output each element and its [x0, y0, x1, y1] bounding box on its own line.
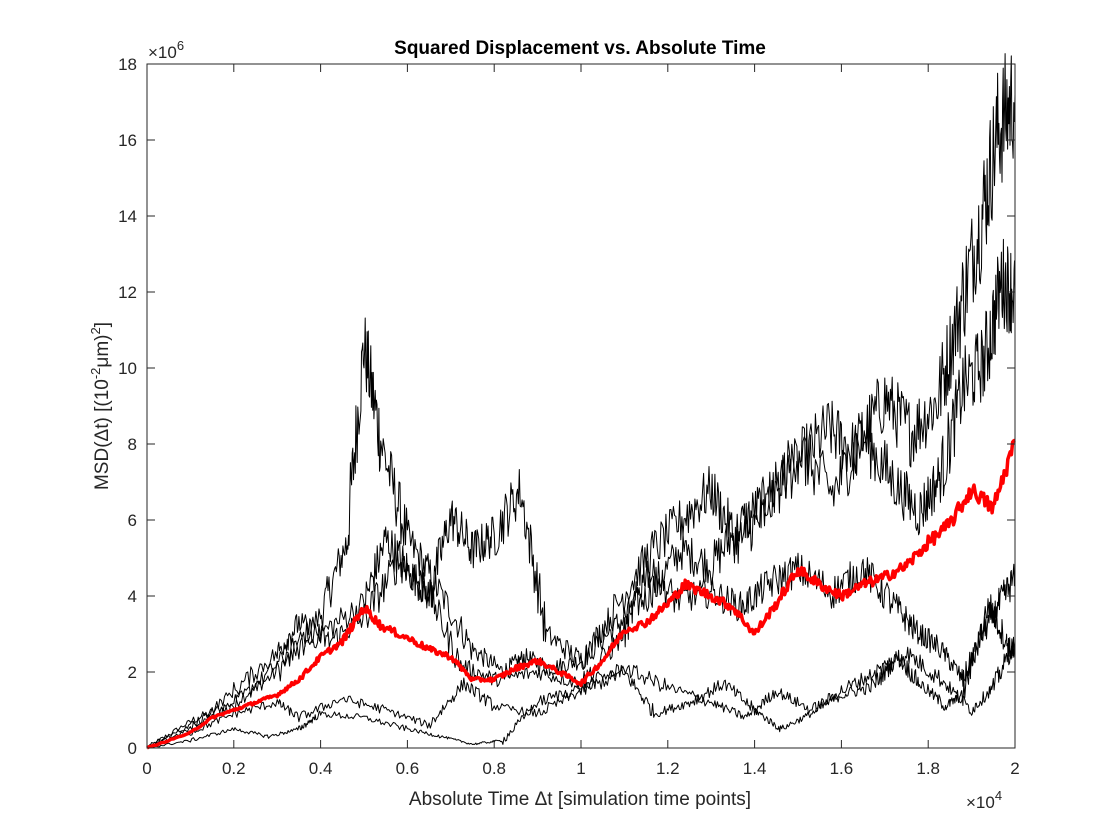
x-tick-label: 0	[142, 759, 151, 778]
trajectory-line-3	[146, 549, 1016, 749]
y-tick-label: 6	[128, 511, 137, 530]
trajectory-line-4	[146, 594, 1016, 749]
x-tick-label: 2	[1010, 759, 1019, 778]
x-tick-label: 0.6	[396, 759, 420, 778]
y-exponent-label: ×106	[148, 38, 184, 62]
x-tick-label: 1.6	[830, 759, 854, 778]
trajectory-line-1	[146, 53, 1016, 749]
x-tick-label: 1	[576, 759, 585, 778]
mean-series-line	[146, 438, 1016, 750]
y-tick-label: 10	[118, 359, 137, 378]
y-axis-label: MSD(Δt) [(10-2μm)2]	[88, 322, 113, 490]
x-tick-label: 1.4	[743, 759, 767, 778]
y-axis-label-mid: μm)	[92, 334, 113, 367]
y-tick-label: 2	[128, 663, 137, 682]
y-tick-label: 18	[118, 55, 137, 74]
y-axis-label-suffix: ]	[92, 322, 113, 327]
x-tick-label: 1.8	[916, 759, 940, 778]
trajectory-line-5	[146, 636, 1016, 749]
y-tick-label: 12	[118, 283, 137, 302]
plot-area	[146, 53, 1016, 750]
x-tick-label: 0.8	[482, 759, 506, 778]
y-axis-label-exp1: -2	[88, 368, 103, 380]
x-exponent-label: ×104	[966, 788, 1002, 812]
y-axis-label-exp2: 2	[88, 327, 103, 334]
chart-title: Squared Displacement vs. Absolute Time	[394, 38, 766, 59]
y-axis-label-prefix: MSD(Δt) [(10	[92, 379, 113, 490]
y-exponent-base: ×10	[148, 43, 177, 62]
y-exponent-power: 6	[177, 38, 184, 53]
x-exponent-base: ×10	[966, 793, 995, 812]
x-axis-label: Absolute Time Δt [simulation time points…	[409, 789, 751, 810]
x-tick-label: 1.2	[656, 759, 680, 778]
y-axis-ticks: 0 2 4 6 8 10 12 14 16 18	[118, 55, 1015, 758]
y-tick-label: 0	[128, 739, 137, 758]
series-group	[146, 53, 1016, 750]
y-tick-label: 4	[128, 587, 137, 606]
x-tick-label: 0.4	[309, 759, 333, 778]
plot-background	[147, 64, 1015, 748]
y-tick-label: 8	[128, 435, 137, 454]
y-tick-label: 14	[118, 207, 137, 226]
x-tick-label: 0.2	[222, 759, 246, 778]
y-tick-label: 16	[118, 131, 137, 150]
x-exponent-power: 4	[995, 788, 1002, 803]
x-axis-ticks: 0 0.2 0.4 0.6 0.8 1 1.2 1.4 1.6 1.8 2	[142, 64, 1020, 778]
